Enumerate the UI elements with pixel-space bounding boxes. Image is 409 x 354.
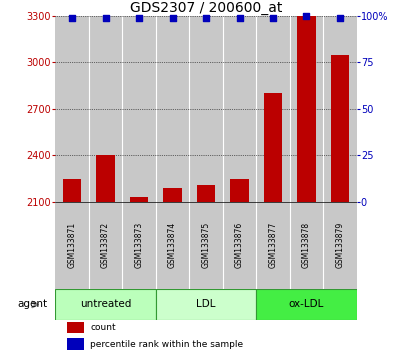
Title: GDS2307 / 200600_at: GDS2307 / 200600_at bbox=[130, 1, 281, 15]
Text: ox-LDL: ox-LDL bbox=[288, 299, 324, 309]
Bar bbox=[189, 16, 222, 202]
Bar bbox=[122, 202, 155, 289]
Text: GSM133874: GSM133874 bbox=[168, 222, 177, 268]
Text: GSM133873: GSM133873 bbox=[134, 222, 143, 268]
Text: GSM133871: GSM133871 bbox=[67, 222, 76, 268]
Bar bbox=[63, 178, 81, 202]
Point bbox=[135, 15, 142, 21]
Bar bbox=[256, 289, 356, 320]
Bar bbox=[189, 202, 222, 289]
Text: percentile rank within the sample: percentile rank within the sample bbox=[90, 339, 243, 349]
Bar bbox=[289, 16, 322, 202]
Text: agent: agent bbox=[17, 299, 47, 309]
Text: LDL: LDL bbox=[196, 299, 215, 309]
Text: count: count bbox=[90, 323, 115, 332]
Text: GSM133875: GSM133875 bbox=[201, 222, 210, 268]
Bar bbox=[89, 202, 122, 289]
Bar bbox=[122, 16, 155, 202]
Bar bbox=[230, 178, 248, 202]
Bar bbox=[256, 202, 289, 289]
Bar bbox=[155, 16, 189, 202]
Point bbox=[336, 15, 342, 21]
Bar bbox=[222, 16, 256, 202]
Bar bbox=[55, 16, 89, 202]
Text: GSM133879: GSM133879 bbox=[335, 222, 344, 268]
Point bbox=[169, 15, 175, 21]
Text: untreated: untreated bbox=[80, 299, 131, 309]
Bar bbox=[67, 338, 84, 350]
Bar bbox=[289, 202, 322, 289]
Point bbox=[269, 15, 276, 21]
Bar bbox=[256, 16, 289, 202]
Bar bbox=[55, 289, 155, 320]
Point bbox=[69, 15, 75, 21]
Text: GSM133878: GSM133878 bbox=[301, 222, 310, 268]
Bar bbox=[330, 55, 348, 202]
Point bbox=[302, 13, 309, 19]
Bar bbox=[96, 155, 115, 202]
Bar bbox=[55, 202, 89, 289]
Bar bbox=[196, 185, 215, 202]
Bar bbox=[297, 16, 315, 202]
Bar bbox=[322, 202, 356, 289]
Point bbox=[102, 15, 109, 21]
Point bbox=[202, 15, 209, 21]
Bar bbox=[163, 188, 181, 202]
Bar bbox=[322, 16, 356, 202]
Bar bbox=[155, 289, 256, 320]
Bar bbox=[222, 202, 256, 289]
Bar bbox=[130, 197, 148, 202]
Bar bbox=[67, 322, 84, 333]
Bar bbox=[263, 93, 281, 202]
Text: GSM133877: GSM133877 bbox=[268, 222, 277, 268]
Text: GSM133876: GSM133876 bbox=[234, 222, 243, 268]
Point bbox=[236, 15, 242, 21]
Text: GSM133872: GSM133872 bbox=[101, 222, 110, 268]
Bar bbox=[89, 16, 122, 202]
Bar bbox=[155, 202, 189, 289]
